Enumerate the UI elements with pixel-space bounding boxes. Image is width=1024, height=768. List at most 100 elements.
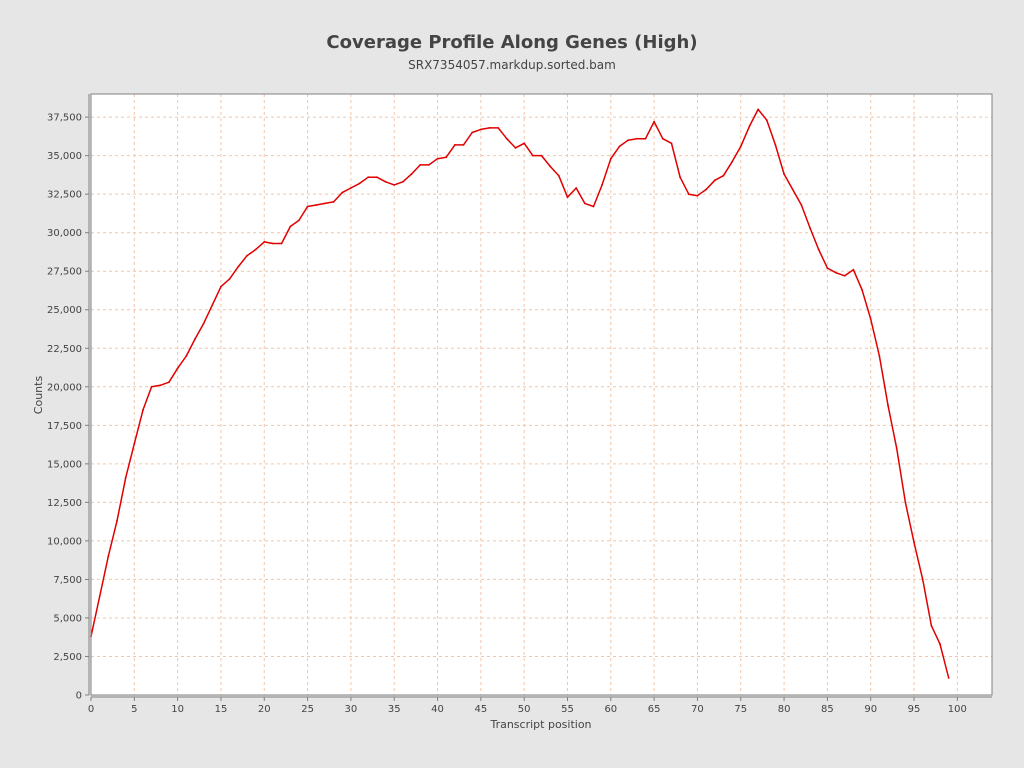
data-point xyxy=(272,242,274,245)
y-tick-label: 12,500 xyxy=(47,498,82,509)
data-point xyxy=(540,154,543,157)
x-tick-label: 40 xyxy=(431,704,444,715)
data-point xyxy=(159,384,162,387)
data-point xyxy=(254,248,257,251)
series-layer xyxy=(90,108,950,679)
data-point xyxy=(228,278,231,280)
data-point xyxy=(133,442,136,445)
data-point xyxy=(488,127,491,129)
data-point xyxy=(531,154,534,157)
data-point xyxy=(939,643,941,645)
data-point xyxy=(921,578,924,581)
data-point xyxy=(410,173,413,176)
data-point xyxy=(497,127,500,129)
data-point xyxy=(280,242,283,245)
y-tick-label: 35,000 xyxy=(47,151,82,162)
data-point xyxy=(142,409,144,411)
data-point xyxy=(185,355,188,357)
data-point xyxy=(731,160,733,163)
data-point xyxy=(358,182,361,185)
data-point xyxy=(324,202,326,205)
y-tick-label: 5,000 xyxy=(53,613,82,624)
data-point xyxy=(350,187,352,189)
data-point xyxy=(947,677,950,679)
data-point xyxy=(237,265,240,268)
data-point xyxy=(289,225,292,228)
data-point xyxy=(384,180,387,183)
data-point xyxy=(436,157,439,160)
y-tick-label: 37,500 xyxy=(47,113,82,124)
y-tick-label: 15,000 xyxy=(47,459,82,470)
data-point xyxy=(843,274,846,277)
data-point xyxy=(696,194,699,197)
x-tick-label: 20 xyxy=(258,704,271,715)
data-point xyxy=(298,219,300,222)
data-point xyxy=(194,338,196,340)
x-tick-label: 35 xyxy=(388,704,401,715)
data-point xyxy=(168,381,170,384)
plot-border xyxy=(90,93,993,696)
x-tick-label: 95 xyxy=(908,704,921,715)
data-point xyxy=(835,271,837,274)
data-point xyxy=(332,201,335,203)
data-point xyxy=(124,476,127,479)
data-point xyxy=(462,144,465,146)
data-point xyxy=(514,147,517,149)
data-point xyxy=(116,520,118,522)
data-point xyxy=(670,142,673,145)
x-tick-label: 10 xyxy=(171,704,184,715)
data-point xyxy=(202,322,205,325)
data-point xyxy=(895,447,898,450)
data-point xyxy=(592,205,595,208)
data-point xyxy=(306,205,309,208)
data-point xyxy=(653,120,655,123)
x-axis-label: Transcript position xyxy=(489,718,591,731)
data-point xyxy=(419,164,422,166)
data-point xyxy=(644,137,647,140)
series-line xyxy=(90,108,950,679)
x-tick-label: 70 xyxy=(691,704,704,715)
data-point xyxy=(722,174,725,177)
data-point xyxy=(393,184,396,186)
data-point xyxy=(557,174,560,177)
data-point xyxy=(566,196,569,199)
x-gridlines xyxy=(90,94,958,695)
data-point xyxy=(713,179,716,182)
data-point xyxy=(783,173,785,176)
x-tick-label: 100 xyxy=(948,704,967,715)
data-point xyxy=(878,355,881,357)
data-point xyxy=(445,156,448,159)
data-point xyxy=(705,188,707,191)
data-point xyxy=(480,128,482,131)
x-tick-label: 0 xyxy=(88,704,94,715)
data-point xyxy=(618,145,621,148)
chart-title: Coverage Profile Along Genes (High) xyxy=(326,32,697,53)
data-point xyxy=(246,254,248,257)
y-tick-label: 20,000 xyxy=(47,382,82,393)
data-point xyxy=(575,187,578,189)
data-point xyxy=(263,241,266,243)
data-point xyxy=(211,304,214,306)
data-point xyxy=(583,202,586,205)
x-tick-label: 75 xyxy=(734,704,747,715)
data-point xyxy=(523,142,526,145)
x-tick-label: 60 xyxy=(604,704,617,715)
data-point xyxy=(341,191,344,194)
data-point xyxy=(661,137,664,140)
x-tick-label: 15 xyxy=(215,704,228,715)
data-point xyxy=(176,367,179,370)
data-point xyxy=(904,501,907,504)
data-point xyxy=(549,165,552,168)
data-point xyxy=(471,131,474,134)
x-axis-ticks: 0 5 10 15 20 25 30 35 40 45 50 55 60 65 70 75 80 85 90 95 10… xyxy=(88,697,967,715)
plot-area xyxy=(91,94,992,695)
data-point xyxy=(913,541,915,544)
data-point xyxy=(609,157,612,160)
data-point xyxy=(817,248,820,251)
data-point xyxy=(505,137,508,140)
data-point xyxy=(687,193,690,196)
data-point xyxy=(757,108,759,111)
y-axis-ticks: 0 2,500 5,000 7,500 10,000 12,500 15,000 17,500… xyxy=(47,113,89,702)
y-tick-label: 17,500 xyxy=(47,421,82,432)
